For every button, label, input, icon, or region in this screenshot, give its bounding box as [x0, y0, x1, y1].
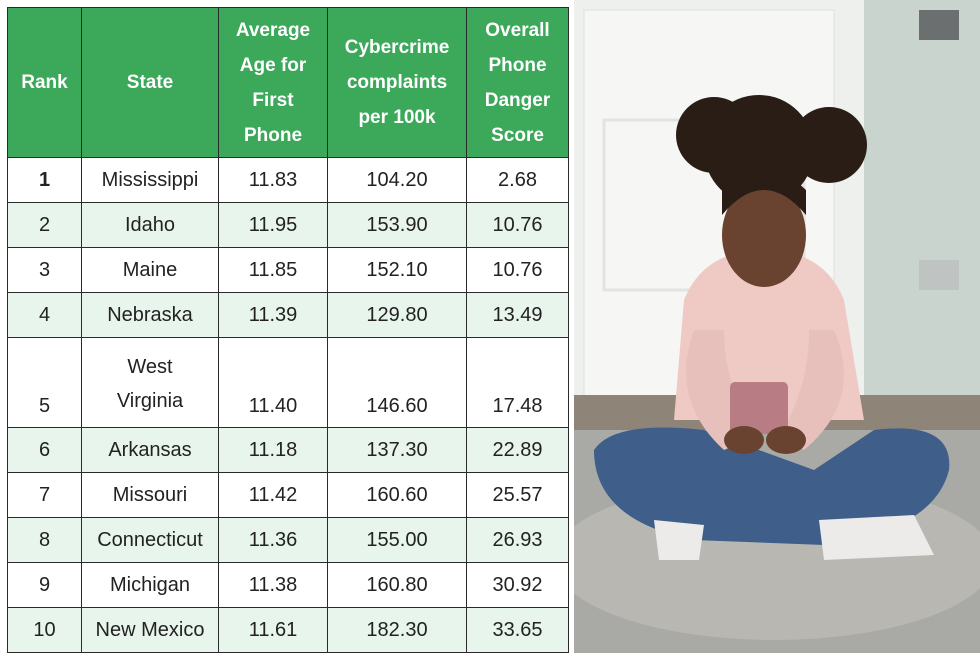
cybercrime-cell: 160.60: [327, 472, 467, 518]
avg-age-cell: 11.95: [218, 202, 328, 248]
state-cell: West Virginia: [81, 337, 219, 428]
state-cell: New Mexico: [81, 607, 219, 653]
avg-age-cell: 11.39: [218, 292, 328, 338]
cybercrime-cell: 155.00: [327, 517, 467, 563]
table-row: 5 West Virginia 11.40 146.60 17.48: [7, 337, 569, 428]
state-cell: Nebraska: [81, 292, 219, 338]
state-cell: Connecticut: [81, 517, 219, 563]
table-body: 1 Mississippi 11.83 104.20 2.68 2 Idaho 11.95 15…: [7, 157, 569, 653]
table-row: 3 Maine 11.85 152.10 10.76: [7, 247, 569, 293]
rank-cell: 1: [7, 157, 82, 203]
state-text: West Virginia: [116, 356, 184, 412]
danger-score-cell: 33.65: [466, 607, 569, 653]
cybercrime-cell: 104.20: [327, 157, 467, 203]
state-cell: Mississippi: [81, 157, 219, 203]
table-row: 1 Mississippi 11.83 104.20 2.68: [7, 157, 569, 203]
danger-score-cell: 10.76: [466, 247, 569, 293]
state-cell: Arkansas: [81, 427, 219, 473]
avg-age-cell: 11.42: [218, 472, 328, 518]
column-header: Cybercrime complaints per 100k: [327, 7, 467, 158]
header-row: Rank State Average Age for First Phone Cybe…: [7, 7, 569, 158]
table-row: 2 Idaho 11.95 153.90 10.76: [7, 202, 569, 248]
table-row: 4 Nebraska 11.39 129.80 13.49: [7, 292, 569, 338]
danger-score-cell: 13.49: [466, 292, 569, 338]
avg-age-cell: 11.38: [218, 562, 328, 608]
table-row: 10 New Mexico 11.61 182.30 33.65: [7, 607, 569, 653]
column-header: State: [81, 7, 219, 158]
state-cell: Maine: [81, 247, 219, 293]
rank-cell: 10: [7, 607, 82, 653]
column-header: Overall Phone Danger Score: [466, 7, 569, 158]
rank-cell: 6: [7, 427, 82, 473]
rank-cell: 4: [7, 292, 82, 338]
danger-score-cell: 30.92: [466, 562, 569, 608]
ranking-table-container: Rank State Average Age for First Phone Cybe…: [7, 7, 569, 653]
rank-cell: 7: [7, 472, 82, 518]
avg-age-cell: 11.18: [218, 427, 328, 473]
column-header: Rank: [7, 7, 82, 158]
column-header: Average Age for First Phone: [218, 7, 328, 158]
cybercrime-cell: 182.30: [327, 607, 467, 653]
state-cell: Missouri: [81, 472, 219, 518]
rank-cell: 8: [7, 517, 82, 563]
avg-age-cell: 11.61: [218, 607, 328, 653]
danger-score-cell: 2.68: [466, 157, 569, 203]
cybercrime-cell: 137.30: [327, 427, 467, 473]
danger-score-cell: 10.76: [466, 202, 569, 248]
rank-cell: 2: [7, 202, 82, 248]
cybercrime-cell: 152.10: [327, 247, 467, 293]
cybercrime-cell: 146.60: [327, 337, 467, 428]
rank-cell: 3: [7, 247, 82, 293]
rank-cell: 9: [7, 562, 82, 608]
danger-score-cell: 22.89: [466, 427, 569, 473]
danger-score-cell: 17.48: [466, 337, 569, 428]
danger-score-cell: 25.57: [466, 472, 569, 518]
cybercrime-cell: 160.80: [327, 562, 467, 608]
state-cell: Idaho: [81, 202, 219, 248]
cybercrime-cell: 153.90: [327, 202, 467, 248]
table-row: 7 Missouri 11.42 160.60 25.57: [7, 472, 569, 518]
table-row: 8 Connecticut 11.36 155.00 26.93: [7, 517, 569, 563]
avg-age-cell: 11.40: [218, 337, 328, 428]
cybercrime-cell: 129.80: [327, 292, 467, 338]
rank-cell: 5: [7, 337, 82, 428]
avg-age-cell: 11.85: [218, 247, 328, 293]
avg-age-cell: 11.83: [218, 157, 328, 203]
photo-girl-with-phone: [574, 0, 980, 653]
danger-score-cell: 26.93: [466, 517, 569, 563]
avg-age-cell: 11.36: [218, 517, 328, 563]
ranking-table: Rank State Average Age for First Phone Cybe…: [7, 7, 569, 653]
table-row: 9 Michigan 11.38 160.80 30.92: [7, 562, 569, 608]
table-row: 6 Arkansas 11.18 137.30 22.89: [7, 427, 569, 473]
state-cell: Michigan: [81, 562, 219, 608]
